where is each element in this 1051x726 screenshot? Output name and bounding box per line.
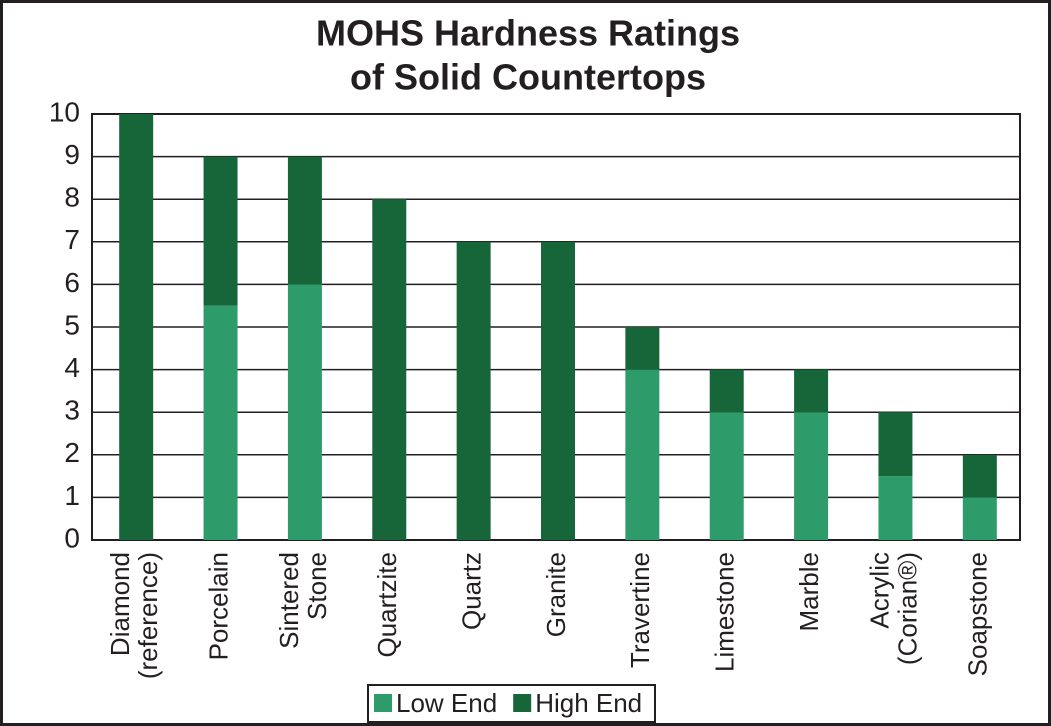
bar-segment [709, 369, 744, 413]
x-tick-label: Limestone [710, 552, 740, 672]
bar-segment [794, 369, 829, 413]
legend-label: Low End [396, 688, 497, 718]
bar-segment [878, 412, 913, 477]
chart-title: of Solid Countertops [350, 57, 706, 98]
bar-segment [287, 284, 322, 540]
x-tick-label: Acrylic(Corian®) [864, 552, 922, 665]
bar-segment [119, 114, 154, 540]
y-tick-label: 1 [64, 480, 80, 511]
y-tick-label: 8 [64, 182, 80, 213]
x-tick-label: Diamond(reference) [105, 552, 163, 679]
bar-segment [372, 199, 407, 540]
bar-segment [456, 241, 491, 541]
bar-segment [878, 476, 913, 540]
y-tick-label: 3 [64, 395, 80, 426]
legend-label: High End [535, 688, 642, 718]
x-tick-label: Quartzite [372, 552, 402, 658]
x-tick-label: Travertine [625, 552, 655, 668]
legend-swatch [374, 694, 392, 712]
y-tick-label: 5 [64, 309, 80, 340]
bar-segment [203, 156, 238, 306]
x-tick-label: Soapstone [963, 552, 993, 676]
bar-segment [625, 369, 660, 540]
bar-segment [287, 156, 322, 285]
y-tick-label: 9 [64, 139, 80, 170]
bar-segment [625, 327, 660, 370]
y-tick-label: 6 [64, 267, 80, 298]
x-tick-label: Quartz [457, 552, 487, 630]
y-tick-label: 10 [49, 96, 80, 127]
bar-segment [709, 412, 744, 540]
legend-box [367, 684, 656, 723]
x-tick-label: Porcelain [203, 552, 233, 660]
y-tick-label: 4 [64, 352, 80, 383]
y-tick-label: 2 [64, 437, 80, 468]
bar-segment [962, 454, 997, 498]
x-tick-label: Marble [794, 552, 824, 631]
y-tick-label: 7 [64, 224, 80, 255]
x-tick-label: Granite [541, 552, 571, 637]
legend-swatch [513, 694, 532, 712]
y-tick-label: 0 [64, 522, 80, 553]
bar-segment [794, 412, 829, 540]
x-tick-label: SinteredStone [274, 552, 332, 649]
bar-segment [541, 241, 575, 541]
bar-segment [203, 305, 238, 540]
chart-title: MOHS Hardness Ratings [316, 13, 740, 54]
bar-segment [962, 497, 997, 540]
